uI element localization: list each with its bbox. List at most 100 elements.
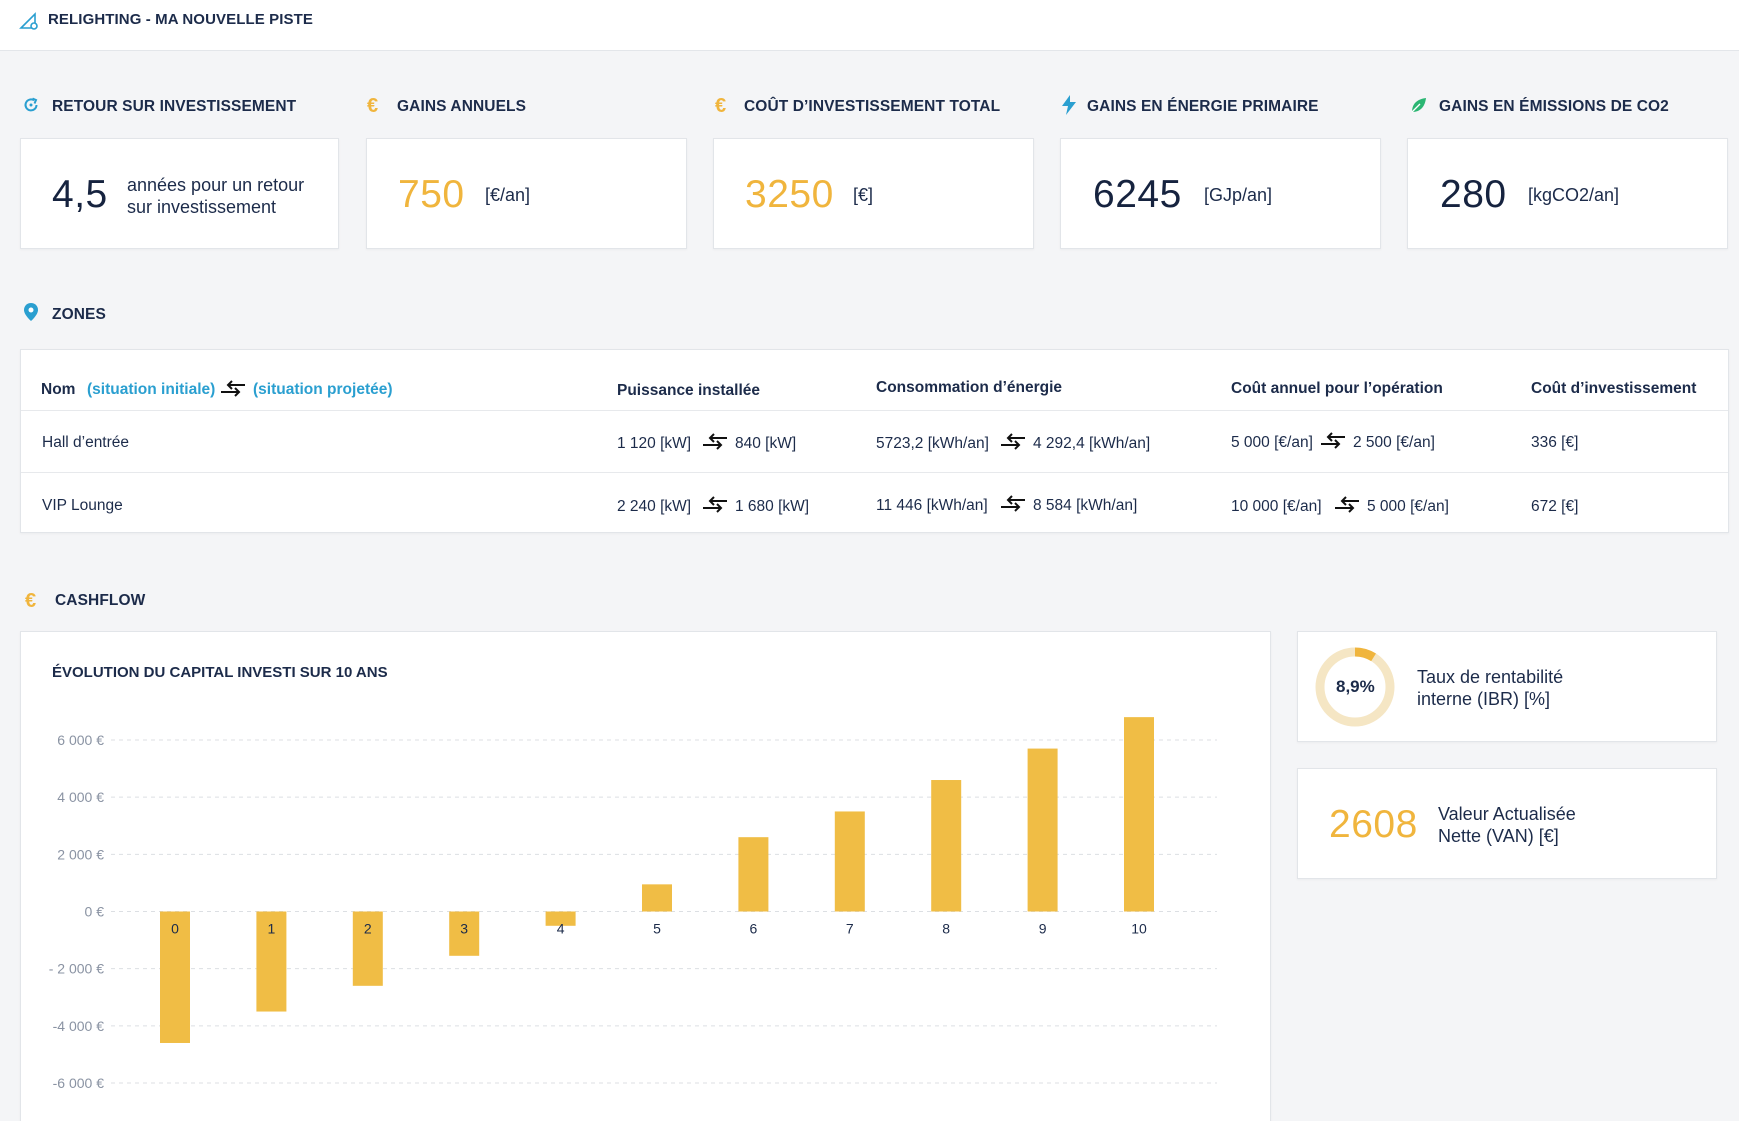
kpi-card-gains: 750 [€/an] <box>366 138 687 249</box>
col-header-invest: Coût d’investissement <box>1531 380 1697 397</box>
col-header-power: Puissance installée <box>617 382 761 399</box>
x-tick-label: 0 <box>171 921 179 937</box>
x-tick-label: 3 <box>460 921 468 937</box>
row-divider <box>21 472 1728 473</box>
kpi-unit-co2: [kgCO2/an] <box>1528 185 1620 205</box>
irr-donut <box>1315 647 1395 727</box>
zones-label: ZONES <box>52 306 106 323</box>
npv-card: 2608 Valeur Actualisée Nette (VAN) [€] <box>1297 768 1717 879</box>
location-pin-icon <box>24 303 38 326</box>
swap-arrows-icon <box>1319 431 1347 451</box>
zone-name: Hall d’entrée <box>42 434 130 451</box>
x-tick-label: 8 <box>942 921 950 937</box>
consumption-to: 8 584 [kWh/an] <box>1033 497 1138 514</box>
chart-bar[interactable] <box>449 911 480 956</box>
chart-bar[interactable] <box>352 911 383 986</box>
swap-arrows-icon <box>701 432 729 452</box>
irr-card: 8,9% Taux de rentabilité interne (IBR) [… <box>1297 631 1717 742</box>
kpi-value-gains: 750 <box>398 173 465 216</box>
kpi-label-co2: GAINS EN ÉMISSIONS DE CO2 <box>1439 98 1669 115</box>
invest-cost: 336 [€] <box>1531 434 1579 451</box>
leaf-icon <box>1410 97 1427 119</box>
kpi-label-cost: COÛT D’INVESTISSEMENT TOTAL <box>744 98 1001 115</box>
kpi-unit-gains: [€/an] <box>485 185 531 205</box>
kpi-label-energy: GAINS EN ÉNERGIE PRIMAIRE <box>1087 98 1319 115</box>
chart-bar[interactable] <box>931 780 962 912</box>
ruler-pencil-icon <box>18 9 40 36</box>
npv-value: 2608 <box>1329 803 1418 846</box>
page-title: RELIGHTING - MA NOUVELLE PISTE <box>48 11 313 28</box>
kpi-card-roi: 4,5 années pour un retour sur investisse… <box>20 138 339 249</box>
chart-title: ÉVOLUTION DU CAPITAL INVESTI SUR 10 ANS <box>52 664 388 681</box>
y-tick-label: -4 000 € <box>53 1018 105 1034</box>
consumption-from: 5723,2 [kWh/an] <box>876 435 989 452</box>
power-to: 1 680 [kW] <box>735 498 810 515</box>
op-cost-from: 10 000 [€/an] <box>1231 498 1322 515</box>
chart-bar[interactable] <box>256 911 287 1012</box>
x-tick-label: 7 <box>846 921 854 937</box>
op-cost-to: 5 000 [€/an] <box>1367 498 1449 515</box>
kpi-value-co2: 280 <box>1440 173 1507 216</box>
col-header-op-cost: Coût annuel pour l’opération <box>1231 380 1443 397</box>
swap-arrows-icon <box>999 432 1027 452</box>
swap-arrows-icon <box>999 494 1027 514</box>
y-tick-label: 2 000 € <box>57 846 104 862</box>
irr-desc-line1: Taux de rentabilité <box>1417 667 1564 687</box>
invest-cost: 672 [€] <box>1531 498 1579 515</box>
swap-arrows-icon <box>1333 495 1361 515</box>
kpi-desc-roi-line2: sur investissement <box>127 197 277 217</box>
y-tick-label: - 2 000 € <box>49 961 104 977</box>
npv-desc-line2: Nette (VAN) [€] <box>1438 826 1559 846</box>
chart-bar[interactable] <box>545 911 576 926</box>
zones-table <box>20 349 1729 533</box>
power-from: 2 240 [kW] <box>617 498 692 515</box>
kpi-desc-roi-line1: années pour un retour <box>127 175 305 195</box>
col-header-nom: Nom <box>41 381 76 398</box>
x-tick-label: 9 <box>1039 921 1047 937</box>
chart-bar[interactable] <box>1124 717 1154 912</box>
y-tick-label: -6 000 € <box>53 1075 105 1091</box>
irr-desc-line2: interne (IBR) [%] <box>1417 689 1551 709</box>
x-tick-label: 10 <box>1131 921 1147 937</box>
euro-icon: € <box>25 590 37 612</box>
kpi-card-energy: 6245 [GJp/an] <box>1060 138 1381 249</box>
kpi-unit-cost: [€] <box>853 185 874 205</box>
col-header-projected-link[interactable]: (situation projetée) <box>253 381 393 398</box>
chart-bar[interactable] <box>160 911 190 1043</box>
chart-bar[interactable] <box>738 837 769 912</box>
cashflow-label: CASHFLOW <box>55 592 146 609</box>
table-header-divider <box>21 410 1728 411</box>
zone-name: VIP Lounge <box>42 497 123 514</box>
col-header-initial-link[interactable]: (situation initiale) <box>87 381 216 398</box>
lightning-icon <box>1061 95 1077 120</box>
op-cost-to: 2 500 [€/an] <box>1353 434 1435 451</box>
kpi-unit-energy: [GJp/an] <box>1204 185 1273 205</box>
kpi-card-cost: 3250 [€] <box>713 138 1034 249</box>
cashflow-chart-card: ÉVOLUTION DU CAPITAL INVESTI SUR 10 ANS … <box>20 631 1271 1121</box>
kpi-value-roi: 4,5 <box>52 173 108 216</box>
chart-bar[interactable] <box>1027 748 1058 912</box>
y-tick-label: 4 000 € <box>57 789 104 805</box>
consumption-from: 11 446 [kWh/an] <box>876 497 988 514</box>
col-header-consumption: Consommation d’énergie <box>876 379 1063 396</box>
op-cost-from: 5 000 [€/an] <box>1231 434 1313 451</box>
swap-arrows-icon <box>701 495 729 515</box>
chart-bar[interactable] <box>642 884 672 912</box>
kpi-card-co2: 280 [kgCO2/an] <box>1407 138 1728 249</box>
refresh-icon <box>22 96 40 119</box>
consumption-to: 4 292,4 [kWh/an] <box>1033 435 1151 452</box>
x-tick-label: 5 <box>653 921 661 937</box>
kpi-value-cost: 3250 <box>745 173 834 216</box>
x-tick-label: 6 <box>750 921 758 937</box>
kpi-value-energy: 6245 <box>1093 173 1182 216</box>
cashflow-bar-chart: 6 000 € 4 000 € 2 000 € 0 € - 2 000 € -4 000 … <box>49 717 1217 1091</box>
x-tick-label: 1 <box>268 921 276 937</box>
kpi-label-roi: RETOUR SUR INVESTISSEMENT <box>52 98 297 115</box>
npv-desc-line1: Valeur Actualisée <box>1438 804 1576 824</box>
chart-bar[interactable] <box>834 811 865 912</box>
power-from: 1 120 [kW] <box>617 435 692 452</box>
euro-icon: € <box>367 95 379 117</box>
swap-arrows-icon[interactable] <box>219 379 247 399</box>
top-bar: RELIGHTING - MA NOUVELLE PISTE <box>0 0 1739 51</box>
euro-icon: € <box>715 95 727 117</box>
